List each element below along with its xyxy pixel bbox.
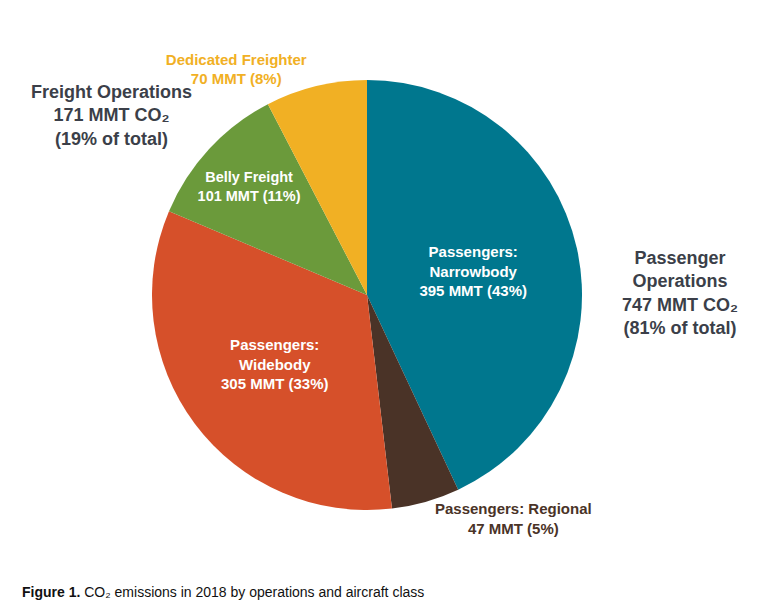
- svg-text:Belly Freight101 MMT (11%): Belly Freight101 MMT (11%): [198, 169, 301, 204]
- svg-text:Figure 1. CO₂ emissions in 201: Figure 1. CO₂ emissions in 2018 by opera…: [22, 584, 424, 600]
- svg-text:Freight Operations171 MMT CO₂(: Freight Operations171 MMT CO₂(19% of tot…: [31, 82, 192, 149]
- svg-text:Passengers:Widebody305 MMT (33: Passengers:Widebody305 MMT (33%): [221, 336, 329, 392]
- svg-text:PassengerOperations747 MMT CO₂: PassengerOperations747 MMT CO₂(81% of to…: [622, 248, 738, 338]
- svg-text:Dedicated Freighter70 MMT (8%): Dedicated Freighter70 MMT (8%): [166, 51, 307, 88]
- svg-text:Passengers: Regional47 MMT (5%: Passengers: Regional47 MMT (5%): [435, 500, 592, 537]
- svg-text:Passengers:Narrowbody395 MMT (: Passengers:Narrowbody395 MMT (43%): [419, 243, 527, 299]
